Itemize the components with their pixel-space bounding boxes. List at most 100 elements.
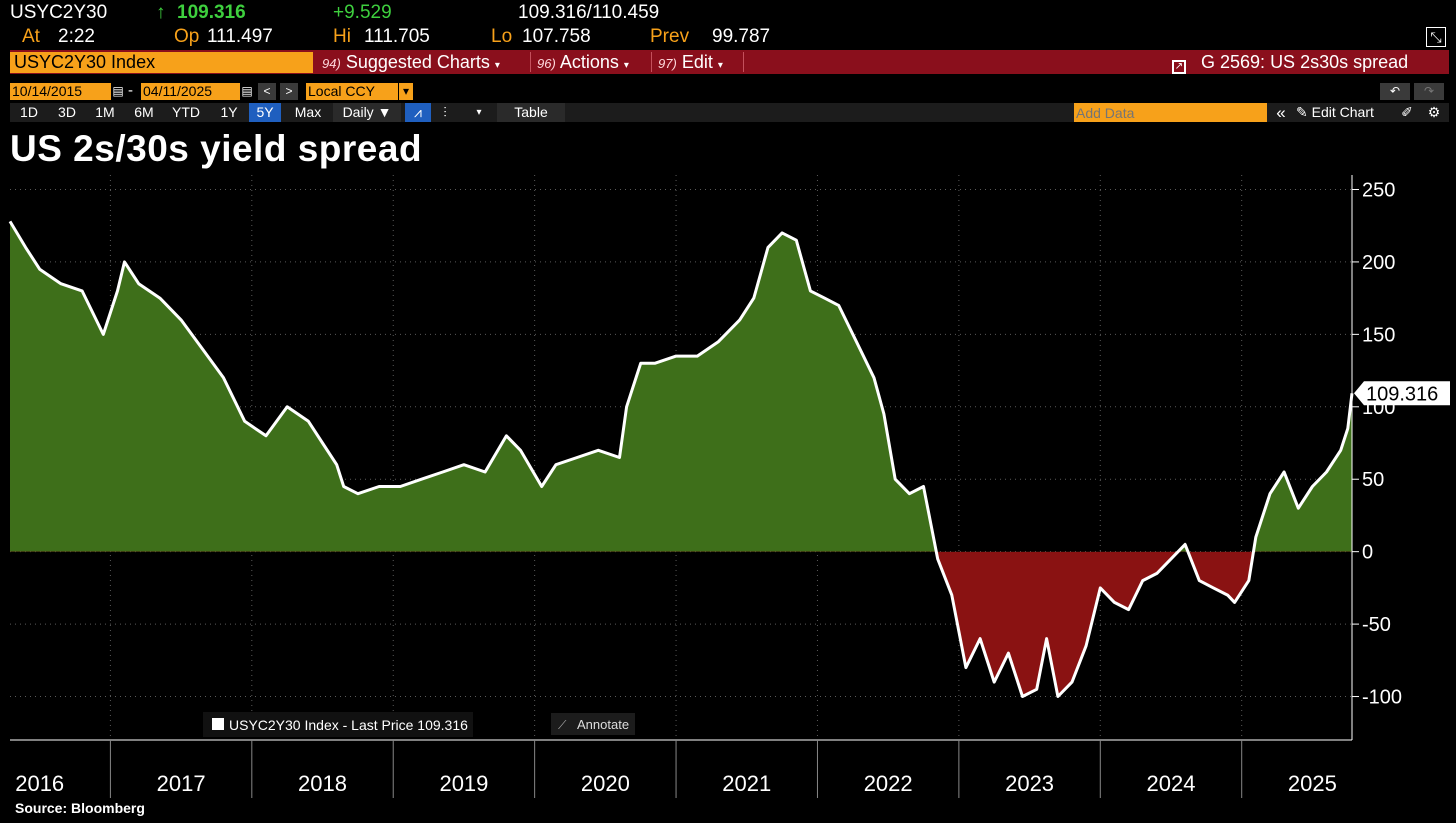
x-tick-label: 2022	[864, 771, 913, 796]
y-tick-label: 200	[1362, 252, 1395, 274]
end-date-input[interactable]: 04/11/2025	[141, 83, 240, 100]
legend-swatch	[212, 718, 224, 730]
pencil-icon: ✎	[1296, 104, 1308, 120]
x-tick-label: 2021	[722, 771, 771, 796]
x-tick-label: 2019	[439, 771, 488, 796]
frequency-select[interactable]: Daily ▼	[333, 103, 401, 122]
source-note: Source: Bloomberg	[15, 800, 145, 816]
undo-button[interactable]: ↶	[1380, 83, 1410, 100]
negative-area	[10, 551, 1352, 697]
chart-settings-icon[interactable]: ✐	[1401, 104, 1413, 120]
x-tick-label: 2018	[298, 771, 347, 796]
prev-period-button[interactable]: <	[258, 83, 276, 100]
last-value-label: 109.316	[1366, 383, 1438, 405]
at-value: 2:22	[58, 26, 95, 47]
collapse-button[interactable]: «	[1276, 103, 1286, 122]
annotate-button[interactable]: ⟋ Annotate	[551, 713, 635, 735]
gear-icon[interactable]: ⚙	[1427, 104, 1441, 120]
period-6m[interactable]: 6M	[134, 104, 154, 120]
suggested-charts-num: 94)	[322, 56, 341, 71]
actions-button[interactable]: 96) Actions ▾	[537, 50, 629, 74]
period-max[interactable]: Max	[294, 104, 322, 120]
menu-divider	[743, 52, 744, 72]
chevron-down-icon[interactable]: ▾	[476, 107, 482, 118]
legend: USYC2Y30 Index - Last Price 109.316	[203, 712, 473, 737]
positive-area	[10, 221, 1352, 552]
last-value-tag-bg	[1354, 381, 1450, 406]
high-value: 111.705	[364, 26, 430, 47]
x-tick-label: 2025	[1288, 771, 1337, 796]
last-value-tag: 109.316	[1354, 381, 1450, 406]
period-5y[interactable]: 5Y	[249, 103, 281, 122]
edit-num: 97)	[658, 56, 677, 71]
calendar-icon[interactable]: ▤	[241, 83, 253, 100]
security-field[interactable]: USYC2Y30 Index	[10, 52, 313, 73]
x-tick-label: 2024	[1147, 771, 1196, 796]
y-tick-label: -100	[1362, 687, 1402, 709]
chevron-down-icon: ▾	[623, 60, 629, 71]
suggested-charts-label: Suggested Charts	[345, 52, 490, 72]
y-tick-label: 250	[1362, 179, 1395, 201]
series-line	[8, 220, 1354, 698]
chevron-down-icon: ▾	[494, 60, 500, 71]
expand-icon[interactable]: ⤡	[1426, 27, 1446, 47]
currency-select[interactable]: Local CCY	[306, 83, 398, 100]
next-period-button[interactable]: >	[280, 83, 298, 100]
y-tick-label: 150	[1362, 324, 1395, 346]
chart-name-link[interactable]: ↗ G 2569: US 2s30s spread	[1172, 50, 1408, 74]
calendar-icon[interactable]: ▤	[112, 83, 124, 100]
external-link-icon: ↗	[1172, 60, 1186, 74]
table-button[interactable]: Table	[497, 103, 565, 122]
low-value: 107.758	[522, 26, 591, 47]
x-tick-label: 2020	[581, 771, 630, 796]
add-data-input[interactable]	[1074, 103, 1267, 122]
legend-bg	[203, 712, 473, 737]
y-tick-label: -50	[1362, 614, 1391, 636]
net-change: +9.529	[333, 2, 392, 23]
edit-label: Edit	[681, 52, 713, 72]
ticker: USYC2Y30	[10, 2, 108, 23]
line-chart-icon[interactable]: ⩘	[405, 103, 431, 122]
open-label: Op	[174, 26, 200, 47]
x-tick-label: 2017	[157, 771, 206, 796]
date-dash: -	[128, 82, 133, 99]
annotate-bg	[551, 713, 635, 735]
chevron-down-icon[interactable]: ▾	[399, 83, 413, 100]
start-date-input[interactable]: 10/14/2015	[10, 83, 111, 100]
x-tick-label: 2023	[1005, 771, 1054, 796]
y-tick-label: 0	[1362, 542, 1373, 564]
pencil-icon: ⟋	[558, 718, 567, 732]
chevron-down-icon: ▾	[717, 60, 723, 71]
last-price: 109.316	[177, 2, 246, 23]
up-arrow-icon: ↑	[156, 2, 166, 23]
edit-chart-label: Edit Chart	[1311, 104, 1374, 120]
actions-label: Actions	[559, 52, 619, 72]
bid-ask: 109.316/110.459	[518, 2, 660, 23]
suggested-charts-button[interactable]: 94) Suggested Charts ▾	[322, 50, 500, 74]
legend-label: USYC2Y30 Index - Last Price 109.316	[229, 717, 468, 733]
edit-button[interactable]: 97) Edit ▾	[658, 50, 723, 74]
y-tick-label: 50	[1362, 469, 1384, 491]
period-1d[interactable]: 1D	[20, 104, 38, 120]
redo-button[interactable]: ↷	[1414, 83, 1444, 100]
x-tick-label: 2016	[15, 771, 64, 796]
chart-title: US 2s/30s yield spread	[10, 128, 423, 169]
open-value: 111.497	[207, 26, 273, 47]
annotate-label: Annotate	[577, 717, 629, 732]
period-1y[interactable]: 1Y	[220, 104, 238, 120]
edit-chart-button[interactable]: ✎ Edit Chart	[1296, 103, 1390, 122]
low-label: Lo	[491, 26, 513, 47]
chart-name: G 2569: US 2s30s spread	[1201, 52, 1409, 72]
period-3d[interactable]: 3D	[58, 104, 76, 120]
period-ytd[interactable]: YTD	[172, 104, 200, 120]
menu-divider	[651, 52, 652, 72]
prev-value: 99.787	[712, 26, 771, 47]
at-label: At	[22, 26, 40, 47]
high-label: Hi	[333, 26, 351, 47]
menu-divider	[530, 52, 531, 72]
bar-chart-icon[interactable]: ⫶	[443, 104, 447, 120]
prev-label: Prev	[650, 26, 690, 47]
period-1m[interactable]: 1M	[95, 104, 115, 120]
actions-num: 96)	[537, 56, 556, 71]
